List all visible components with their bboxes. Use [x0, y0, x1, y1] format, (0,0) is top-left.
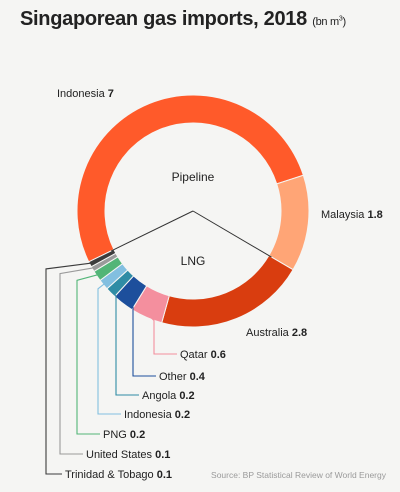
chart-title: Singaporean gas imports, 2018 (bn m3) — [20, 8, 346, 31]
slice-labels: Indonesia 7 Malaysia 1.8 Australia 2.8 Qata… — [57, 88, 383, 481]
leader-qatar-lng — [147, 314, 177, 355]
label-qatar-lng: Qatar 0.6 — [180, 349, 226, 361]
leader-trinidad-tobago-lng — [45, 262, 93, 475]
label-trinidad-tobago-lng: Trinidad & Tobago 0.1 — [65, 469, 172, 481]
group-divider-1 — [192, 210, 272, 258]
label-united-states-lng: United States 0.1 — [86, 449, 170, 461]
leader-png-lng — [76, 273, 100, 435]
group-label-lng: LNG — [181, 254, 206, 268]
title-text: Singaporean gas imports, 2018 — [20, 8, 307, 30]
group-labels: Pipeline LNG — [172, 170, 215, 268]
donut-slices — [76, 94, 310, 328]
leader-other-lng — [124, 300, 156, 377]
group-divider-2 — [110, 210, 194, 252]
leader-united-states-lng — [59, 267, 96, 455]
label-indonesia-lng: Indonesia 0.2 — [124, 409, 190, 421]
label-australia-lng: Australia 2.8 — [246, 327, 307, 339]
unit-label: (bn m3) — [312, 15, 346, 28]
label-other-lng: Other 0.4 — [159, 371, 206, 383]
leader-indonesia-lng — [97, 282, 121, 415]
slice-indonesia-pipeline — [76, 94, 304, 263]
group-label-pipeline: Pipeline — [172, 170, 215, 184]
leader-angola-lng — [112, 290, 139, 396]
leader-lines — [45, 262, 177, 475]
label-angola-lng: Angola 0.2 — [142, 390, 195, 402]
slice-malaysia-pipeline — [268, 174, 310, 271]
label-malaysia-pipeline: Malaysia 1.8 — [321, 209, 383, 221]
group-dividers — [110, 210, 272, 258]
label-png-lng: PNG 0.2 — [103, 429, 145, 441]
label-indonesia-pipeline: Indonesia 7 — [57, 88, 114, 100]
source-note: Source: BP Statistical Review of World E… — [211, 470, 386, 480]
